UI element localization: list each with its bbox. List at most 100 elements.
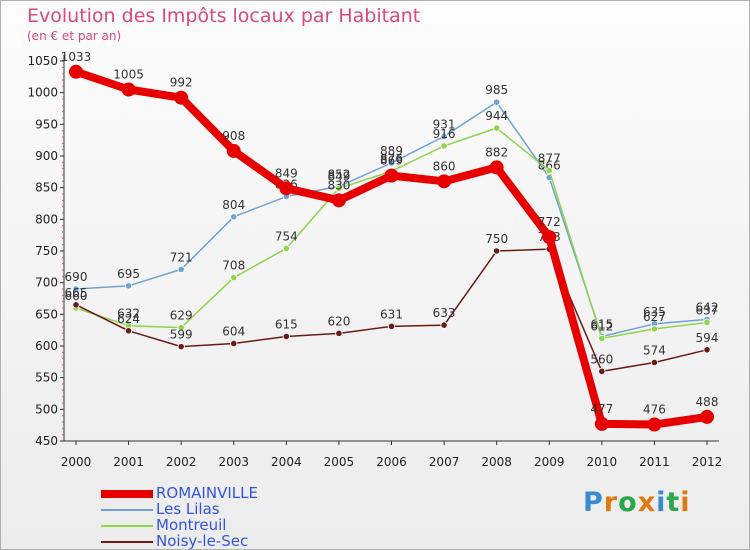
data-label: 604 (222, 324, 245, 338)
chart-subtitle: (en € et par an) (27, 29, 122, 43)
data-label: 560 (590, 352, 613, 366)
data-label: 1005 (113, 68, 144, 82)
data-point (545, 166, 553, 175)
data-label: 916 (433, 127, 456, 141)
data-label: 690 (65, 270, 88, 284)
data-point (387, 322, 396, 330)
y-tick-label: 1000 (27, 86, 58, 100)
data-point (279, 181, 294, 196)
data-label: 695 (117, 267, 140, 281)
data-label: 1033 (61, 50, 92, 64)
data-label: 642 (696, 300, 719, 314)
data-label: 477 (590, 402, 613, 416)
data-label: 620 (327, 314, 350, 328)
data-point (177, 324, 185, 332)
data-point (493, 98, 501, 106)
y-tick-label: 450 (35, 434, 58, 448)
data-point (489, 160, 504, 175)
data-point (493, 247, 501, 255)
data-label: 594 (696, 331, 719, 345)
data-label: 992 (170, 76, 193, 90)
data-label: 665 (65, 286, 88, 300)
data-point (177, 265, 185, 273)
data-label: 750 (485, 232, 508, 246)
data-label: 931 (433, 117, 456, 131)
data-point (72, 301, 80, 309)
logo-letter: i (656, 487, 667, 518)
x-tick-label: 2000 (61, 455, 92, 469)
data-label: 721 (170, 250, 193, 264)
data-label: 627 (643, 310, 666, 324)
data-label: 574 (643, 343, 666, 357)
x-tick-label: 2005 (324, 455, 355, 469)
series-line-les-lilas (75, 101, 708, 338)
data-point (440, 142, 448, 150)
x-tick-label: 2002 (166, 455, 197, 469)
x-tick-label: 2008 (481, 455, 512, 469)
data-point (647, 417, 662, 432)
y-tick-label: 600 (35, 339, 58, 353)
y-tick-label: 650 (35, 307, 58, 321)
data-point (598, 367, 606, 375)
data-label: 889 (380, 144, 403, 158)
data-label: 849 (275, 166, 298, 180)
data-label: 849 (327, 169, 350, 183)
data-label: 882 (485, 145, 508, 159)
data-point (650, 325, 659, 333)
data-label: 488 (696, 395, 719, 409)
x-tick-label: 2007 (429, 455, 460, 469)
data-label: 830 (327, 178, 350, 192)
x-tick-label: 2011 (639, 455, 670, 469)
data-label: 599 (170, 328, 193, 342)
data-point (650, 358, 659, 367)
data-label: 633 (433, 306, 456, 320)
data-point (69, 64, 83, 79)
x-tick-label: 2009 (534, 455, 565, 469)
series-line-romainville (72, 67, 711, 429)
data-label: 754 (275, 229, 298, 243)
data-label: 866 (538, 159, 561, 173)
y-tick-label: 750 (35, 244, 58, 258)
y-tick-label: 950 (35, 117, 58, 131)
logo-letter: o (618, 487, 638, 518)
data-point (703, 318, 711, 327)
x-tick-label: 2010 (587, 455, 618, 469)
y-tick-label: 850 (35, 181, 58, 195)
legend: ROMAINVILLE Les Lilas Montreuil Noisy-le-Se… (101, 484, 321, 550)
data-point (124, 327, 133, 335)
legend-swatch (101, 525, 153, 527)
logo-letter: r (603, 487, 619, 518)
legend-label: Les Lilas (156, 500, 220, 518)
chart-title: Evolution des Impôts locaux par Habitant (27, 5, 421, 27)
data-label: 612 (590, 319, 613, 333)
data-point (230, 273, 238, 282)
data-point (440, 321, 448, 329)
y-tick-label: 900 (35, 149, 58, 163)
x-tick-label: 2012 (692, 455, 723, 469)
data-point (440, 132, 448, 140)
data-label: 877 (538, 152, 561, 166)
data-point (230, 213, 238, 221)
y-tick-label: 550 (35, 371, 58, 385)
data-label: 876 (380, 152, 403, 166)
x-tick-label: 2004 (271, 455, 302, 469)
x-tick-label: 2006 (376, 455, 407, 469)
data-label: 860 (433, 159, 456, 173)
data-label: 772 (538, 215, 561, 229)
data-point (124, 282, 133, 290)
data-label: 908 (222, 129, 245, 143)
data-point (174, 90, 189, 105)
legend-label: ROMAINVILLE (156, 484, 258, 502)
data-label: 660 (65, 289, 88, 303)
legend-item: Montreuil (101, 516, 321, 534)
logo-letter: t (666, 487, 681, 518)
data-label: 635 (643, 305, 666, 319)
y-tick-label: 1050 (27, 54, 58, 68)
data-label: 804 (222, 198, 245, 212)
x-tick-label: 2001 (113, 455, 144, 469)
data-point (230, 339, 238, 348)
data-point (121, 82, 136, 97)
data-point (703, 346, 711, 354)
